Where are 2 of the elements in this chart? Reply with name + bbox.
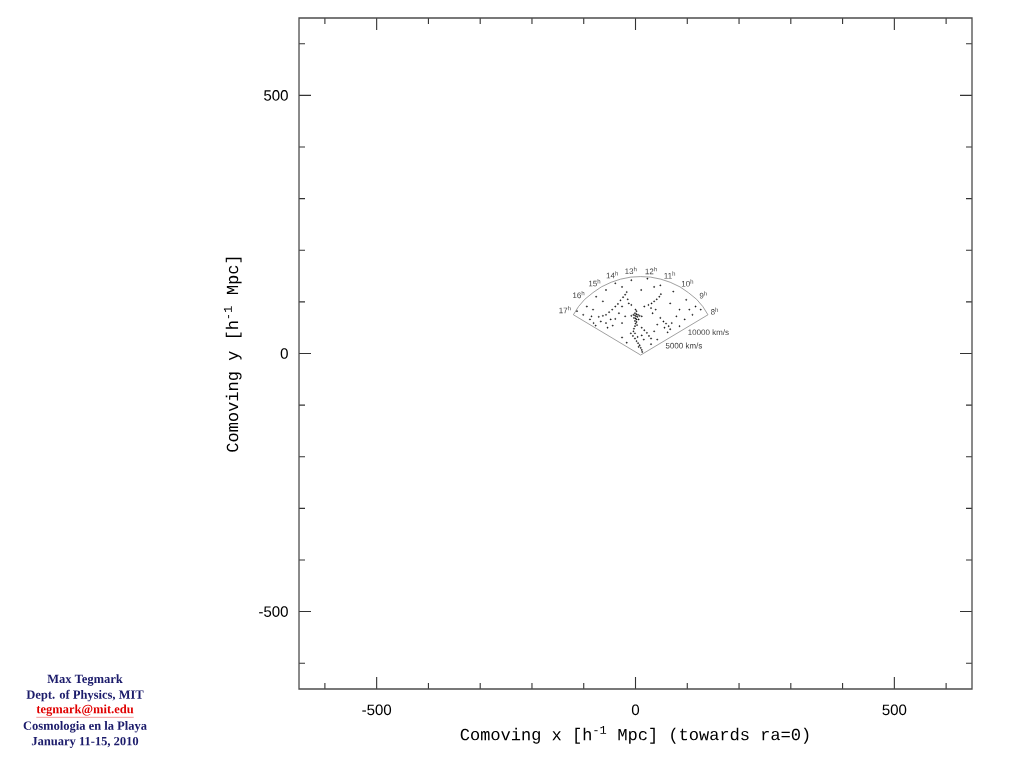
y-tick-label: 500	[264, 90, 288, 101]
x-tick-label: 500	[882, 704, 907, 716]
